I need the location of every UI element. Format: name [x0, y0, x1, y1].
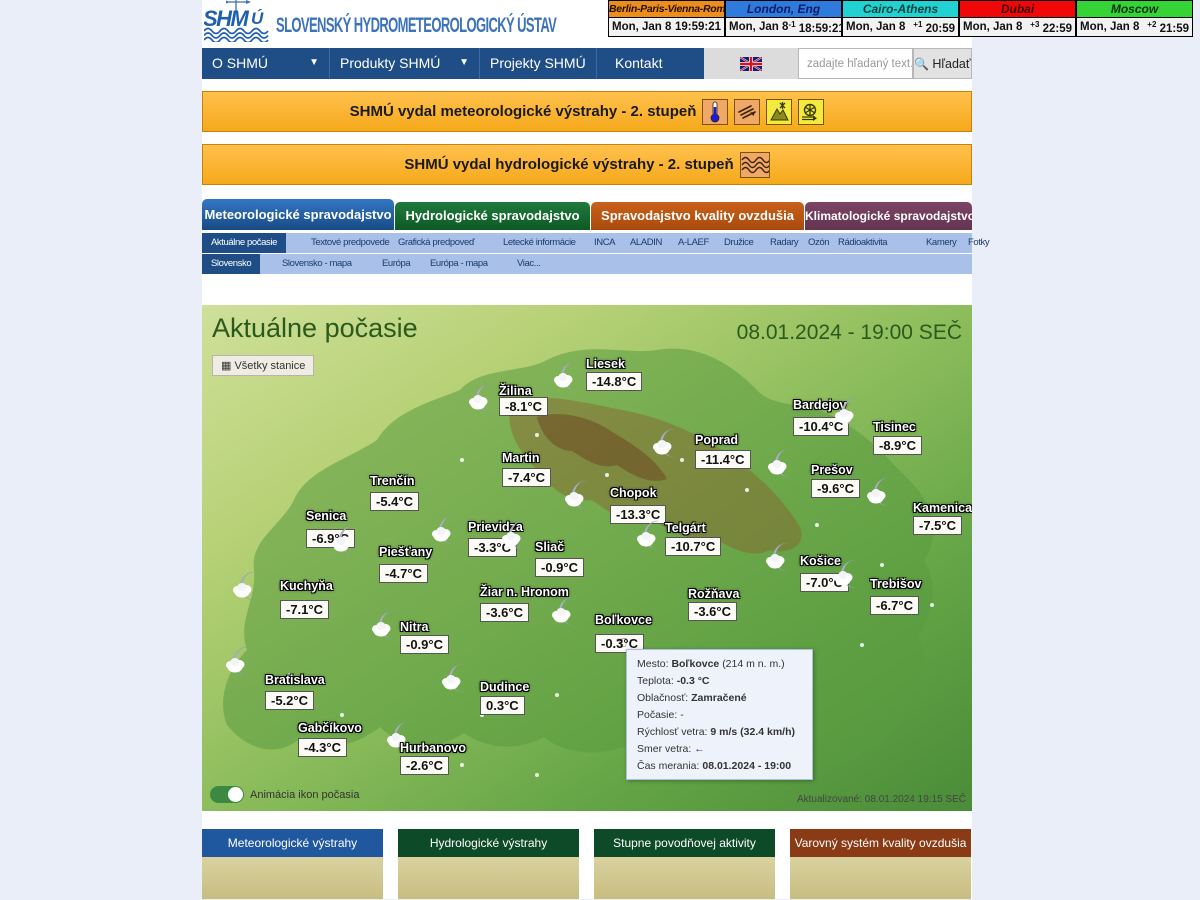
svg-text:Ú: Ú	[251, 9, 264, 28]
svg-text:SHM: SHM	[204, 6, 250, 31]
